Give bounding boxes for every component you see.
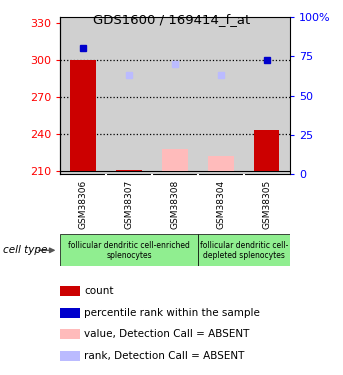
Text: GSM38305: GSM38305: [262, 180, 271, 229]
Text: GDS1600 / 169414_f_at: GDS1600 / 169414_f_at: [93, 13, 250, 26]
Text: GSM38306: GSM38306: [79, 180, 87, 229]
Bar: [60, 234, 198, 266]
Bar: [70, 60, 96, 171]
Bar: [208, 156, 234, 171]
Text: percentile rank within the sample: percentile rank within the sample: [84, 308, 260, 318]
Text: follicular dendritic cell-
depleted splenocytes: follicular dendritic cell- depleted sple…: [200, 241, 288, 260]
Bar: [60, 286, 80, 296]
Bar: [152, 17, 198, 174]
Text: rank, Detection Call = ABSENT: rank, Detection Call = ABSENT: [84, 351, 244, 361]
Text: count: count: [84, 286, 114, 296]
Bar: [60, 351, 80, 360]
Bar: [198, 234, 290, 266]
Bar: [244, 17, 290, 174]
Text: cell type: cell type: [3, 245, 48, 255]
Bar: [60, 308, 80, 318]
Text: GSM38308: GSM38308: [170, 180, 179, 229]
Text: value, Detection Call = ABSENT: value, Detection Call = ABSENT: [84, 329, 249, 339]
Text: follicular dendritic cell-enriched
splenocytes: follicular dendritic cell-enriched splen…: [68, 241, 190, 260]
Bar: [106, 17, 152, 174]
Bar: [254, 130, 280, 171]
Text: GSM38307: GSM38307: [125, 180, 133, 229]
Bar: [198, 17, 244, 174]
Bar: [162, 148, 188, 171]
Bar: [60, 329, 80, 339]
Bar: [60, 17, 106, 174]
Text: GSM38304: GSM38304: [216, 180, 225, 229]
